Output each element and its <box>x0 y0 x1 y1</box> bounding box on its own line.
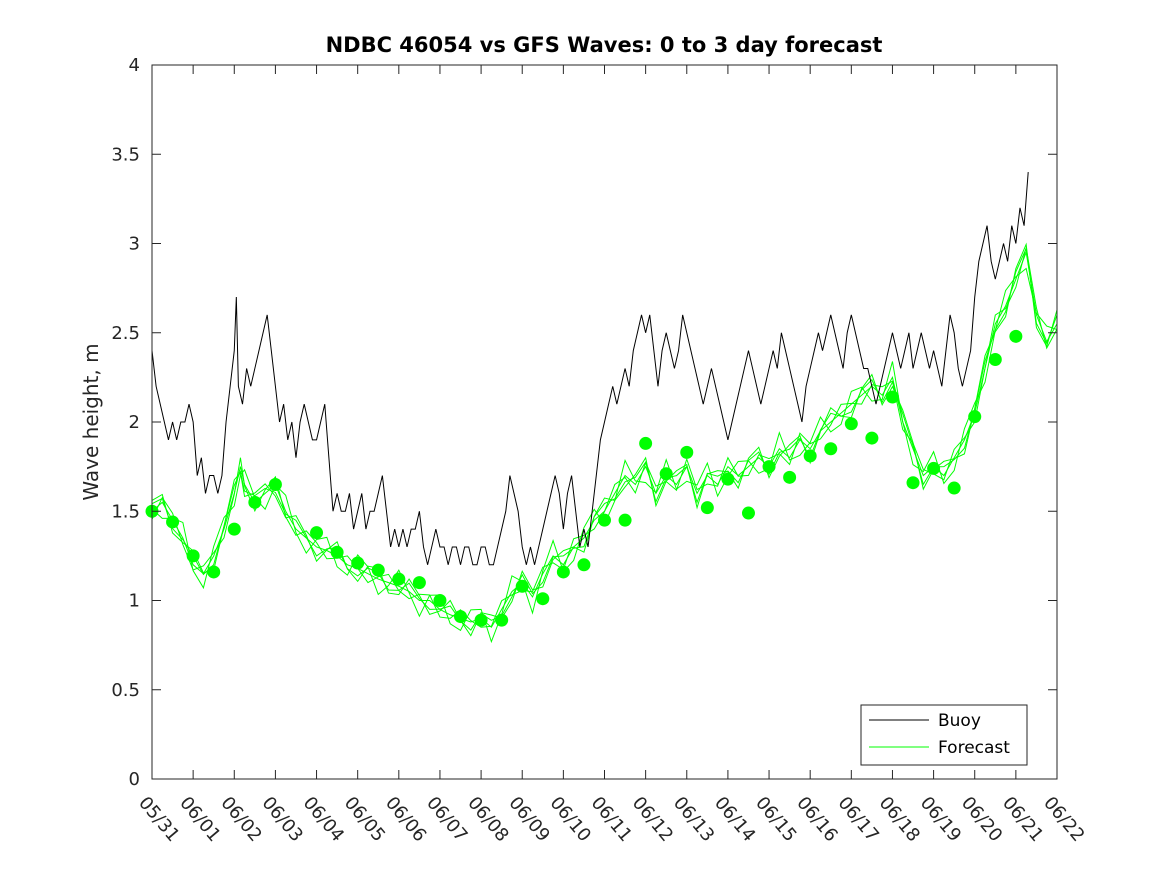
y-axis: 0 0.5 1 1.5 2 2.5 3 3.5 4 <box>111 55 1057 790</box>
forecast-marker <box>968 410 982 424</box>
forecast-marker <box>598 513 611 527</box>
forecast-marker <box>248 495 262 509</box>
forecast-markers <box>145 329 1023 627</box>
forecast-marker <box>1009 329 1023 343</box>
forecast-marker <box>741 506 755 520</box>
forecast-marker <box>680 445 694 459</box>
buoy-line-path <box>151 172 1029 566</box>
chart-title: NDBC 46054 vs GFS Waves: 0 to 3 day fore… <box>326 33 883 57</box>
forecast-marker <box>721 472 735 486</box>
forecast-marker <box>783 470 797 484</box>
forecast-marker <box>803 449 817 463</box>
forecast-marker <box>536 592 550 606</box>
forecast-marker <box>947 481 961 495</box>
legend-box <box>860 704 1028 766</box>
legend: Buoy Forecast <box>860 704 1028 766</box>
forecast-marker <box>166 515 180 529</box>
y-tick-label: 2.5 <box>111 323 140 344</box>
forecast-marker <box>433 594 447 607</box>
forecast-marker <box>227 522 241 536</box>
forecast-line <box>151 242 1058 637</box>
legend-label-forecast: Forecast <box>938 738 1010 758</box>
forecast-marker <box>700 501 714 515</box>
forecast-marker <box>577 558 591 572</box>
forecast-marker <box>988 353 1002 367</box>
forecast-marker <box>639 436 653 450</box>
forecast-marker <box>207 565 221 579</box>
forecast-line <box>151 246 1058 631</box>
forecast-marker <box>330 545 344 559</box>
forecast-marker <box>618 513 632 527</box>
forecast-marker <box>844 417 858 431</box>
y-tick-label: 3.5 <box>111 144 140 165</box>
y-tick-label: 0.5 <box>111 680 140 701</box>
y-tick-label: 2 <box>129 412 140 433</box>
forecast-marker <box>351 556 365 570</box>
forecast-marker <box>392 572 406 586</box>
y-tick-label: 4 <box>129 55 140 76</box>
forecast-marker <box>906 476 920 490</box>
y-tick-label: 1 <box>129 591 140 612</box>
forecast-marker <box>412 576 426 590</box>
forecast-marker <box>310 526 324 540</box>
forecast-marker <box>186 549 200 563</box>
forecast-marker <box>454 610 468 624</box>
y-tick-label: 0 <box>129 769 140 790</box>
forecast-marker <box>762 460 776 474</box>
y-tick-label: 3 <box>129 234 140 255</box>
forecast-marker <box>927 461 941 475</box>
forecast-marker <box>824 442 838 456</box>
legend-label-buoy: Buoy <box>938 711 981 731</box>
buoy-line <box>151 172 1029 566</box>
forecast-marker <box>865 431 879 445</box>
y-tick-label: 1.5 <box>111 501 140 522</box>
forecast-marker <box>474 613 488 627</box>
y-axis-title: Wave height, m <box>79 343 103 500</box>
forecast-marker <box>268 477 282 491</box>
forecast-marker <box>659 467 673 481</box>
forecast-marker <box>885 390 899 404</box>
forecast-marker <box>495 613 509 627</box>
forecast-marker <box>371 563 385 577</box>
forecast-marker <box>515 579 529 593</box>
forecast-marker <box>556 565 570 579</box>
